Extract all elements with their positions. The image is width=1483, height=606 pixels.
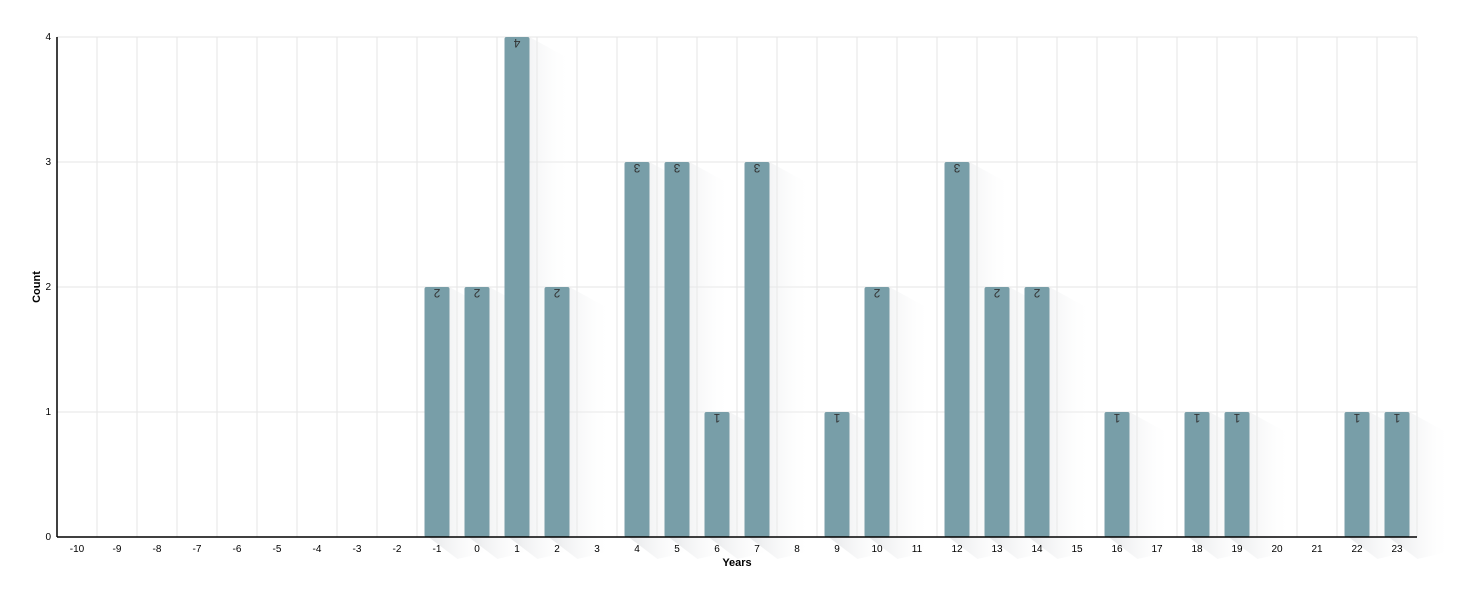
x-tick-label: -9 (113, 544, 122, 555)
y-tick-label: 4 (45, 32, 51, 43)
bar (984, 287, 1010, 537)
y-tick-label: 2 (45, 282, 51, 293)
x-tick-label: 5 (674, 544, 680, 555)
x-tick-label: 1 (514, 544, 520, 555)
bar-data-label: 2 (433, 286, 440, 300)
x-tick-label: -5 (273, 544, 282, 555)
x-tick-label: 2 (554, 544, 560, 555)
bar (864, 287, 890, 537)
bar (704, 412, 730, 537)
bar-shadows (428, 37, 1452, 559)
bar (1024, 287, 1050, 537)
bar-data-label: 3 (673, 161, 680, 175)
bar-data-label: 2 (553, 286, 560, 300)
x-axis-title: Years (722, 557, 751, 569)
bar-data-label: 3 (633, 161, 640, 175)
y-axis-title: Count (31, 271, 43, 303)
bar (824, 412, 850, 537)
x-tick-label: 4 (634, 544, 640, 555)
y-tick-label: 0 (45, 532, 51, 543)
bar (424, 287, 450, 537)
bar (1384, 412, 1410, 537)
x-tick-label: -3 (353, 544, 362, 555)
bar (744, 162, 770, 537)
bar-data-label: 2 (1033, 286, 1040, 300)
bar-data-label: 1 (1393, 411, 1400, 425)
bar (1184, 412, 1210, 537)
x-tick-label: -2 (393, 544, 402, 555)
bar (664, 162, 690, 537)
x-tick-label: 0 (474, 544, 480, 555)
x-tick-label: 22 (1351, 544, 1363, 555)
x-tick-label: -6 (233, 544, 242, 555)
bar (624, 162, 650, 537)
bar-data-label: 3 (753, 161, 760, 175)
bar (1224, 412, 1250, 537)
bar-data-label: 2 (993, 286, 1000, 300)
y-tick-label: 1 (45, 407, 51, 418)
x-tick-label: 3 (594, 544, 600, 555)
x-tick-label: 15 (1071, 544, 1083, 555)
x-tick-label: 16 (1111, 544, 1123, 555)
x-tick-label: 17 (1151, 544, 1163, 555)
x-tick-label: 7 (754, 544, 760, 555)
bar (464, 287, 490, 537)
x-tick-label: -4 (313, 544, 322, 555)
x-tick-label: 20 (1271, 544, 1283, 555)
bar-data-label: 3 (953, 161, 960, 175)
x-tick-label: 10 (871, 544, 883, 555)
x-tick-label: 21 (1311, 544, 1323, 555)
bar (944, 162, 970, 537)
bar-data-label: 1 (1353, 411, 1360, 425)
x-tick-label: 14 (1031, 544, 1043, 555)
x-tick-label: 19 (1231, 544, 1243, 555)
bars (424, 37, 1410, 537)
bar (1104, 412, 1130, 537)
x-tick-label: 11 (912, 544, 923, 555)
bar-data-label: 1 (713, 411, 720, 425)
x-tick-label: -10 (70, 544, 85, 555)
bar-data-label: 2 (473, 286, 480, 300)
bar-data-label: 1 (1113, 411, 1120, 425)
bar-data-label: 4 (513, 36, 520, 50)
bar-data-label: 1 (1233, 411, 1240, 425)
bar-data-label: 1 (1193, 411, 1200, 425)
x-tick-label: 9 (834, 544, 840, 555)
bar (1344, 412, 1370, 537)
x-tick-label: 13 (991, 544, 1003, 555)
bar (544, 287, 570, 537)
y-tick-label: 3 (45, 157, 51, 168)
bar-data-label: 1 (833, 411, 840, 425)
x-tick-label: 12 (951, 544, 963, 555)
x-tick-label: -7 (193, 544, 202, 555)
bar (504, 37, 530, 537)
x-tick-label: 18 (1191, 544, 1203, 555)
x-tick-label: 23 (1391, 544, 1403, 555)
axes (56, 37, 1417, 538)
x-tick-label: -8 (153, 544, 162, 555)
x-tick-label: -1 (433, 544, 442, 555)
x-tick-label: 6 (714, 544, 720, 555)
bar-data-label: 2 (873, 286, 880, 300)
x-tick-label: 8 (794, 544, 800, 555)
